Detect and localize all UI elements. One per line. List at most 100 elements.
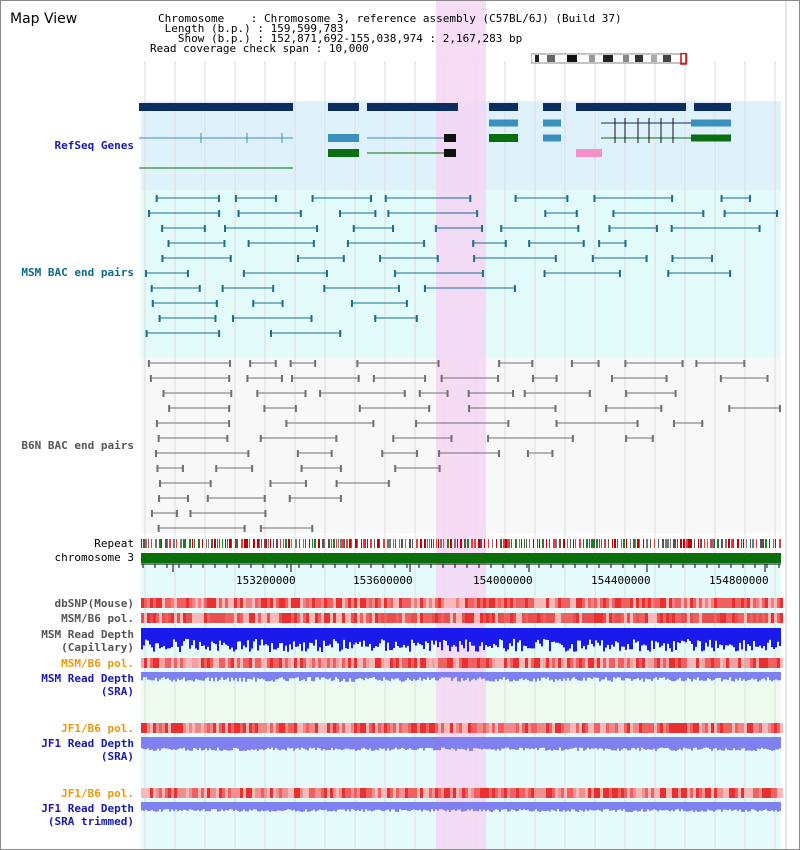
bac-end (374, 315, 377, 322)
track-label-msm-bac[interactable]: MSM BAC end pairs (21, 266, 134, 279)
depth-bar (285, 628, 287, 646)
track-label-msm-pol-2[interactable]: MSM/B6 pol. (61, 657, 134, 670)
depth-bar (215, 802, 217, 810)
bac-end (274, 360, 277, 367)
depth-bar (725, 737, 727, 749)
bac-end (513, 285, 516, 292)
heat-cell (522, 658, 525, 668)
heat-cell (540, 613, 543, 623)
heat-cell (489, 658, 492, 668)
repeat-mark (633, 539, 635, 548)
depth-bar (225, 737, 227, 751)
depth-bar (501, 672, 503, 680)
heat-cell (447, 723, 450, 733)
heat-cell (774, 613, 777, 623)
depth-bar (703, 737, 705, 748)
heat-cell (222, 613, 225, 623)
track-label-jf1-pol-2[interactable]: JF1/B6 pol. (61, 787, 134, 800)
bac-end (274, 195, 277, 202)
depth-bar (409, 737, 411, 749)
track-label-dbsnp[interactable]: dbSNP(Mouse) (54, 597, 134, 610)
repeat-mark (424, 539, 426, 548)
depth-bar (717, 802, 719, 810)
depth-bar (199, 802, 201, 812)
heat-cell (660, 613, 663, 623)
bac-end (161, 255, 164, 262)
depth-bar (485, 737, 487, 749)
heat-cell (489, 788, 492, 798)
depth-bar (697, 628, 699, 641)
repeat-mark (575, 539, 576, 548)
heat-cell (525, 788, 528, 798)
track-label-jf1-pol-1[interactable]: JF1/B6 pol. (61, 722, 134, 735)
bac-end (323, 285, 326, 292)
track-label-b6n-bac[interactable]: B6N BAC end pairs (21, 439, 134, 452)
bac-end (217, 195, 220, 202)
track-label-jf1-depth-trimmed[interactable]: JF1 Read Depth (SRA trimmed) (41, 802, 134, 828)
depth-bar (701, 737, 703, 750)
heat-cell (417, 788, 420, 798)
depth-bar (585, 628, 587, 650)
depth-bar (457, 737, 459, 749)
heat-cell (633, 598, 636, 608)
depth-bar (579, 672, 581, 681)
depth-bar (355, 672, 357, 680)
depth-bar (431, 672, 433, 679)
depth-bar (299, 802, 301, 812)
depth-bar (777, 672, 779, 681)
heat-cell (321, 613, 324, 623)
heat-cell (285, 788, 288, 798)
heat-cell (477, 788, 480, 798)
track-label-msm-depth-sra[interactable]: MSM Read Depth (SRA) (41, 672, 134, 698)
heat-cell (564, 723, 567, 733)
depth-bar (601, 802, 603, 812)
track-label-msm-pol-1[interactable]: MSM/B6 pol. (61, 612, 134, 625)
depth-bar (589, 737, 591, 750)
heat-cell (297, 723, 300, 733)
depth-bar (635, 628, 637, 643)
heat-cell (495, 613, 498, 623)
heat-cell (156, 598, 159, 608)
heat-cell (675, 613, 678, 623)
track-label-msm-depth-capillary[interactable]: MSM Read Depth (Capillary) (41, 628, 134, 654)
depth-bar (701, 802, 703, 811)
track-label-repeat[interactable]: Repeat (94, 537, 134, 550)
depth-bar (295, 802, 297, 812)
depth-bar (403, 628, 405, 645)
depth-bar (325, 737, 327, 751)
chromosome-ideogram[interactable] (531, 53, 691, 65)
depth-bar (731, 672, 733, 682)
depth-bar (181, 802, 183, 811)
track-label-jf1-depth-sra[interactable]: JF1 Read Depth (SRA) (41, 737, 134, 763)
gene-block (576, 103, 686, 111)
heat-cell (375, 658, 378, 668)
depth-bar (415, 737, 417, 750)
repeat-mark (570, 539, 571, 548)
heat-cell (351, 723, 354, 733)
depth-bar (191, 802, 193, 810)
track-label-refseq[interactable]: RefSeq Genes (54, 139, 134, 152)
depth-bar (423, 672, 425, 679)
heat-cell (186, 613, 189, 623)
depth-bar (703, 672, 705, 681)
bac-end (636, 420, 639, 427)
heat-cell (600, 788, 603, 798)
heat-cell (444, 613, 447, 623)
depth-bar (479, 737, 481, 749)
heat-cell (771, 658, 774, 668)
bac-end (423, 285, 426, 292)
depth-bar (719, 628, 721, 645)
depth-bar (431, 802, 433, 810)
heat-cell (429, 613, 432, 623)
heat-cell (399, 598, 402, 608)
heat-cell (483, 613, 486, 623)
depth-bar (637, 628, 639, 642)
track-label-chromosome[interactable]: chromosome 3 (54, 551, 134, 564)
heat-cell (396, 598, 399, 608)
heat-cell (285, 613, 288, 623)
depth-bar (377, 737, 379, 751)
depth-bar (229, 802, 231, 810)
repeat-mark (675, 539, 676, 548)
bac-end (625, 390, 628, 397)
depth-bar (475, 737, 477, 749)
